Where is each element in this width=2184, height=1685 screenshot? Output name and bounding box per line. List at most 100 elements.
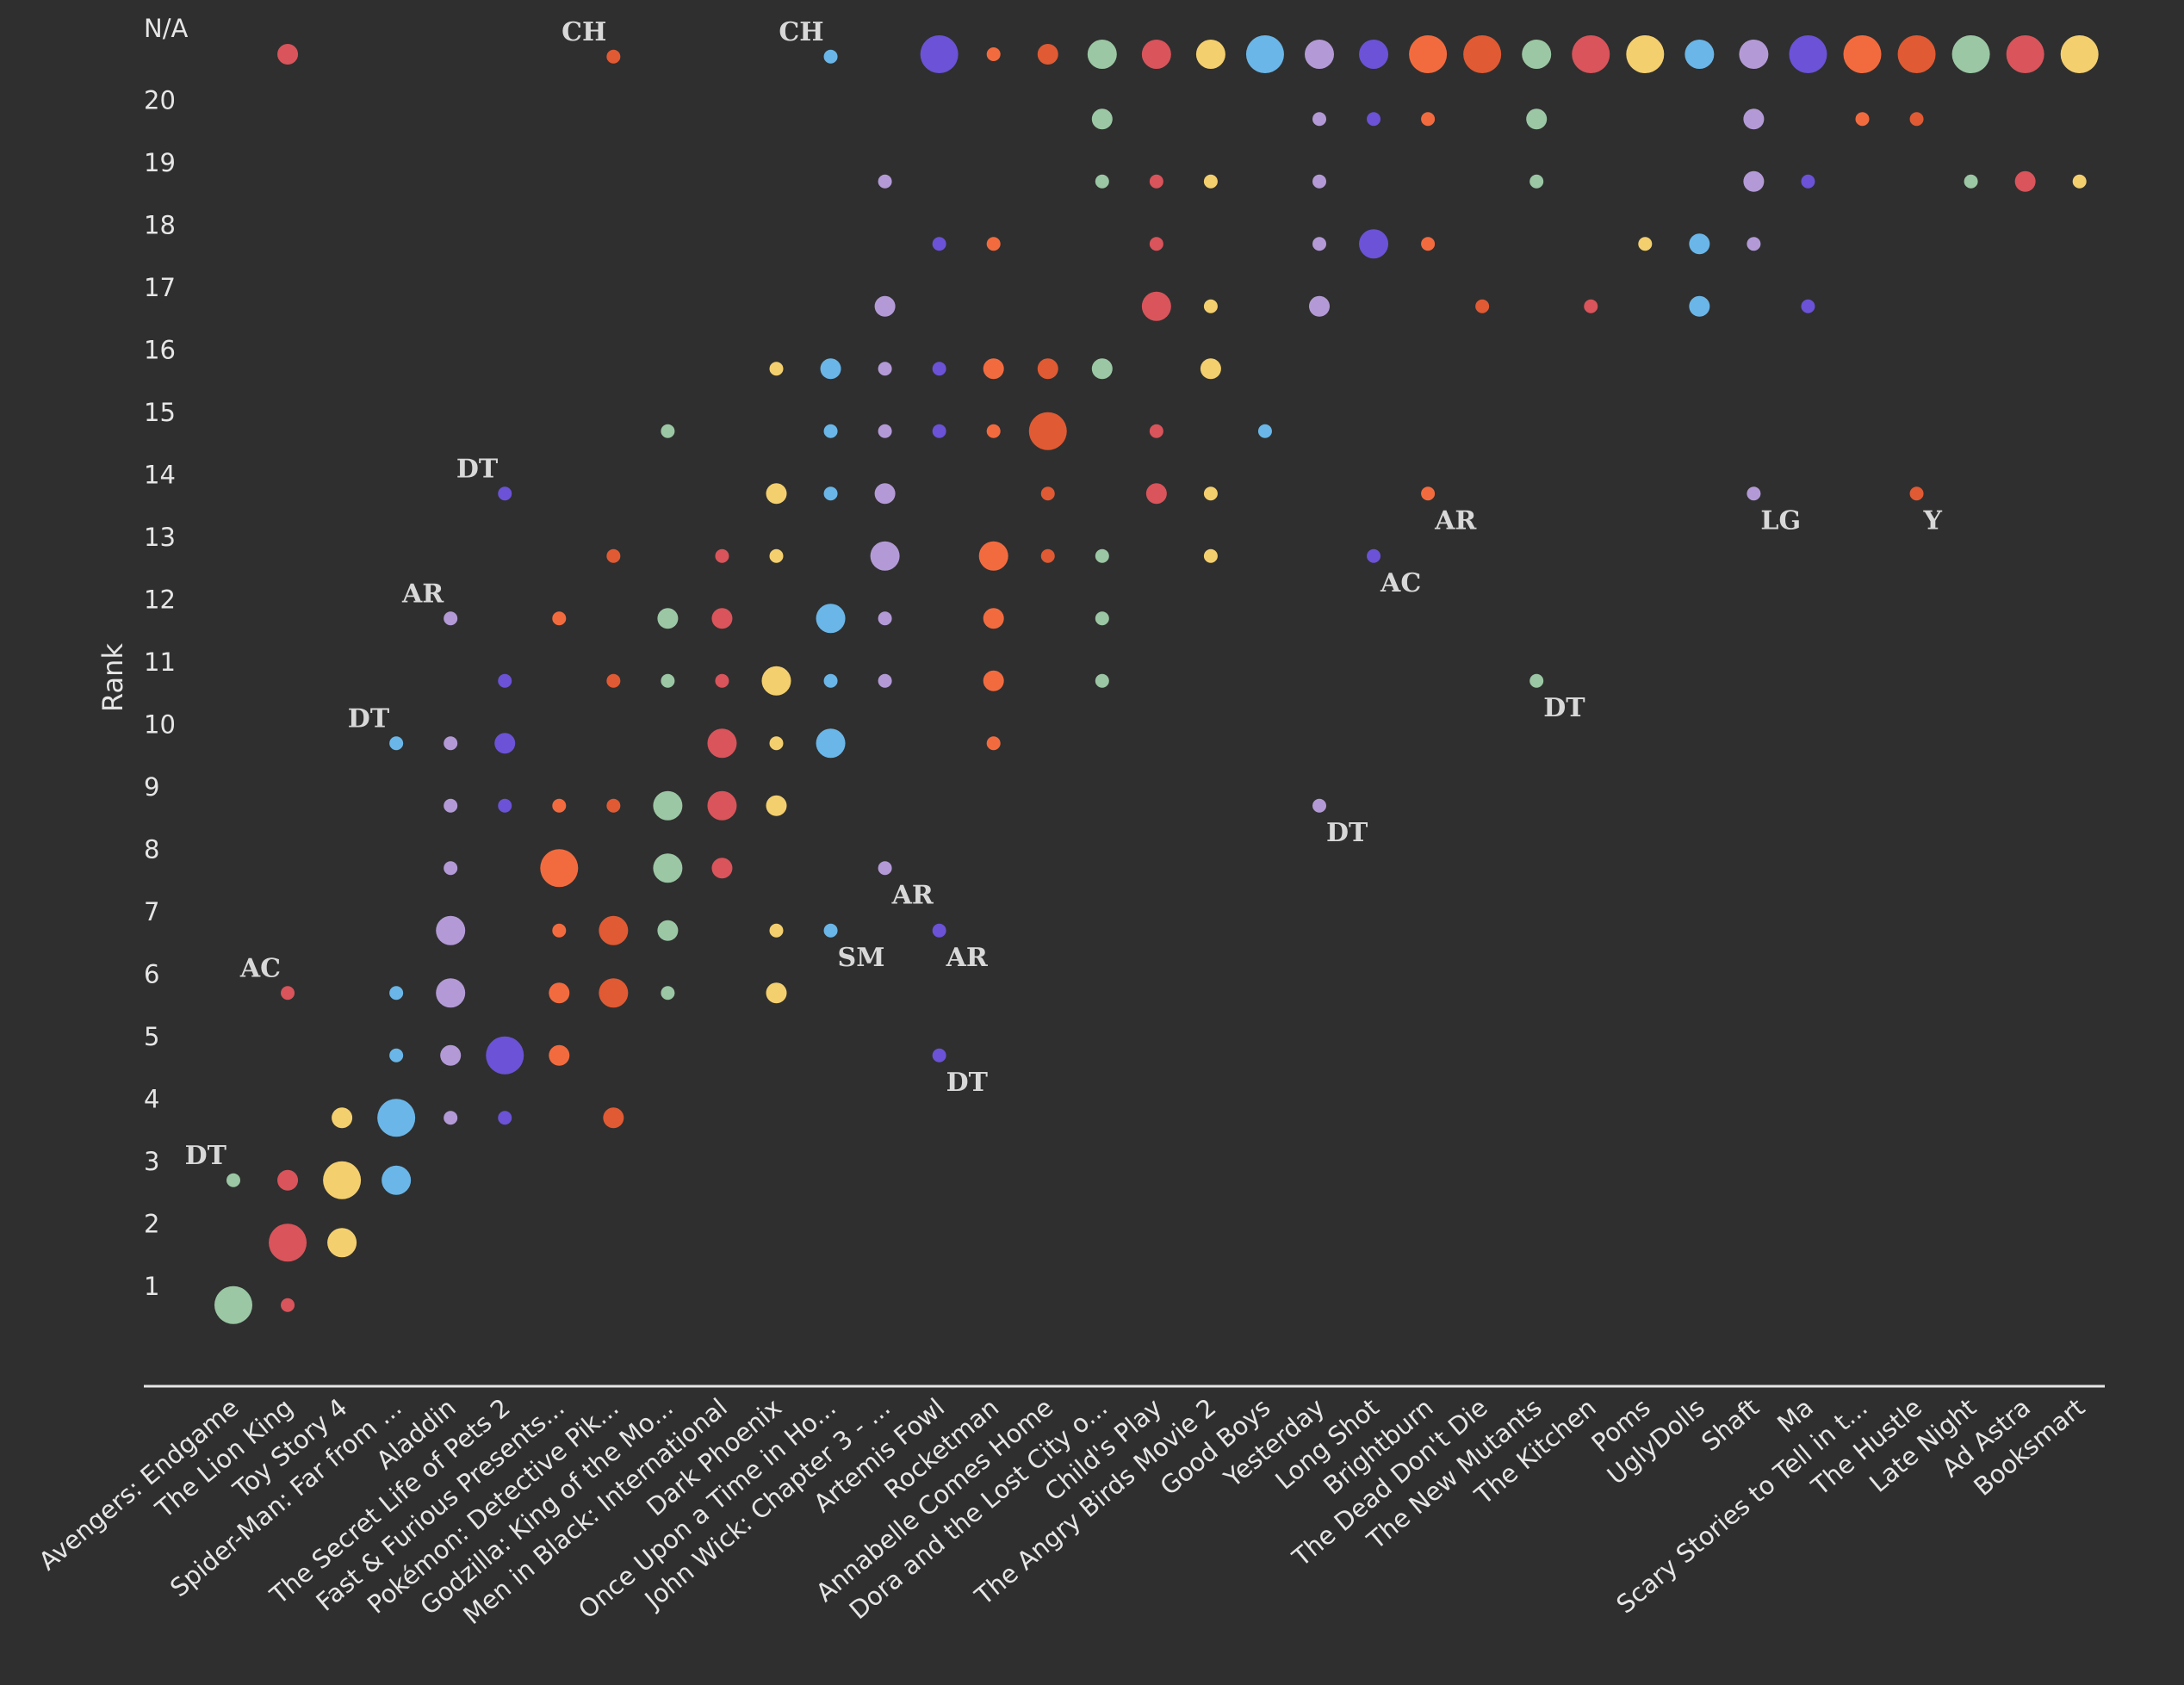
point-annotation: DT: [946, 1068, 989, 1098]
data-point: [823, 923, 838, 938]
data-point: [1855, 112, 1870, 127]
y-tick-label: 3: [144, 1147, 159, 1176]
data-point: [1095, 548, 1109, 563]
data-point: [661, 986, 675, 1000]
data-point: [277, 44, 299, 65]
data-point: [606, 49, 621, 64]
data-point: [920, 35, 959, 73]
data-point: [878, 174, 892, 189]
data-point: [986, 47, 1001, 61]
point-annotation: AC: [1380, 568, 1421, 598]
data-point: [606, 673, 621, 688]
data-point: [657, 608, 679, 629]
data-point: [1203, 486, 1218, 501]
data-point: [1522, 40, 1552, 69]
data-point: [1421, 112, 1436, 127]
data-point: [986, 736, 1001, 751]
data-point: [983, 358, 1004, 380]
y-tick-label: 14: [144, 461, 176, 490]
data-point: [1747, 237, 1761, 251]
y-tick-label: N/A: [144, 14, 188, 43]
data-point: [498, 673, 512, 688]
data-point: [1367, 112, 1381, 127]
data-point: [269, 1223, 307, 1262]
data-point: [498, 798, 512, 813]
data-point: [1897, 35, 1936, 73]
point-annotation: CH: [562, 17, 606, 47]
data-point: [332, 1107, 353, 1129]
data-point: [603, 1107, 624, 1129]
data-point: [1801, 174, 1815, 189]
data-point: [878, 424, 892, 438]
data-point: [1087, 40, 1117, 69]
data-point: [707, 790, 737, 821]
data-point: [1359, 229, 1389, 259]
y-axis-title-group: Rank: [96, 643, 129, 712]
data-point: [986, 237, 1001, 251]
data-point: [549, 982, 570, 1004]
data-point: [1245, 35, 1284, 73]
data-point: [653, 853, 683, 883]
data-point: [1305, 40, 1334, 69]
data-point: [823, 49, 838, 64]
data-point: [932, 424, 946, 438]
data-point: [715, 548, 729, 563]
data-point: [1463, 35, 1502, 73]
data-point: [1149, 174, 1163, 189]
data-point: [1028, 412, 1067, 450]
y-tick-label: 13: [144, 523, 176, 552]
data-point: [377, 1099, 416, 1137]
y-tick-label: 2: [144, 1210, 159, 1239]
data-point: [436, 915, 466, 945]
data-point: [653, 790, 683, 821]
data-point: [444, 861, 458, 876]
data-point: [1312, 112, 1326, 127]
data-point: [498, 486, 512, 501]
point-annotation: AR: [401, 579, 444, 609]
data-point: [1685, 40, 1715, 69]
point-annotation: AR: [891, 880, 934, 910]
data-point: [1145, 483, 1167, 505]
y-tick-label: 19: [144, 148, 176, 177]
point-annotation: DT: [348, 703, 390, 734]
x-tick-label: Shaft: [1696, 1392, 1765, 1457]
data-point: [816, 728, 846, 759]
data-point: [277, 1169, 299, 1191]
point-annotation: DT: [185, 1141, 227, 1171]
data-point: [1421, 237, 1436, 251]
y-tick-label: 4: [144, 1085, 159, 1114]
data-point: [1037, 358, 1058, 380]
data-point: [1529, 673, 1544, 688]
data-point: [1626, 35, 1665, 73]
data-point: [606, 798, 621, 813]
data-point: [1037, 44, 1058, 65]
data-point: [552, 798, 567, 813]
data-point: [382, 1165, 412, 1195]
y-tick-label: 20: [144, 86, 176, 115]
data-point: [870, 541, 900, 571]
data-point: [766, 483, 787, 505]
data-point: [1149, 424, 1163, 438]
data-point: [878, 673, 892, 688]
point-annotation: DT: [1326, 818, 1368, 848]
data-point: [1203, 299, 1218, 313]
data-point: [823, 424, 838, 438]
data-point: [874, 483, 896, 505]
point-annotation: LG: [1760, 505, 1801, 536]
data-point: [1095, 611, 1109, 626]
data-point: [1964, 174, 1978, 189]
data-point: [389, 736, 404, 751]
data-point: [327, 1228, 357, 1258]
data-points: [214, 35, 2099, 1324]
data-point: [1743, 170, 1765, 192]
data-point: [1312, 798, 1326, 813]
data-point: [444, 1111, 458, 1125]
data-point: [1149, 237, 1163, 251]
data-point: [661, 424, 675, 438]
data-point: [715, 673, 729, 688]
data-point: [1526, 108, 1548, 130]
data-point: [1309, 295, 1330, 317]
data-point: [657, 920, 679, 941]
data-point: [540, 849, 579, 888]
